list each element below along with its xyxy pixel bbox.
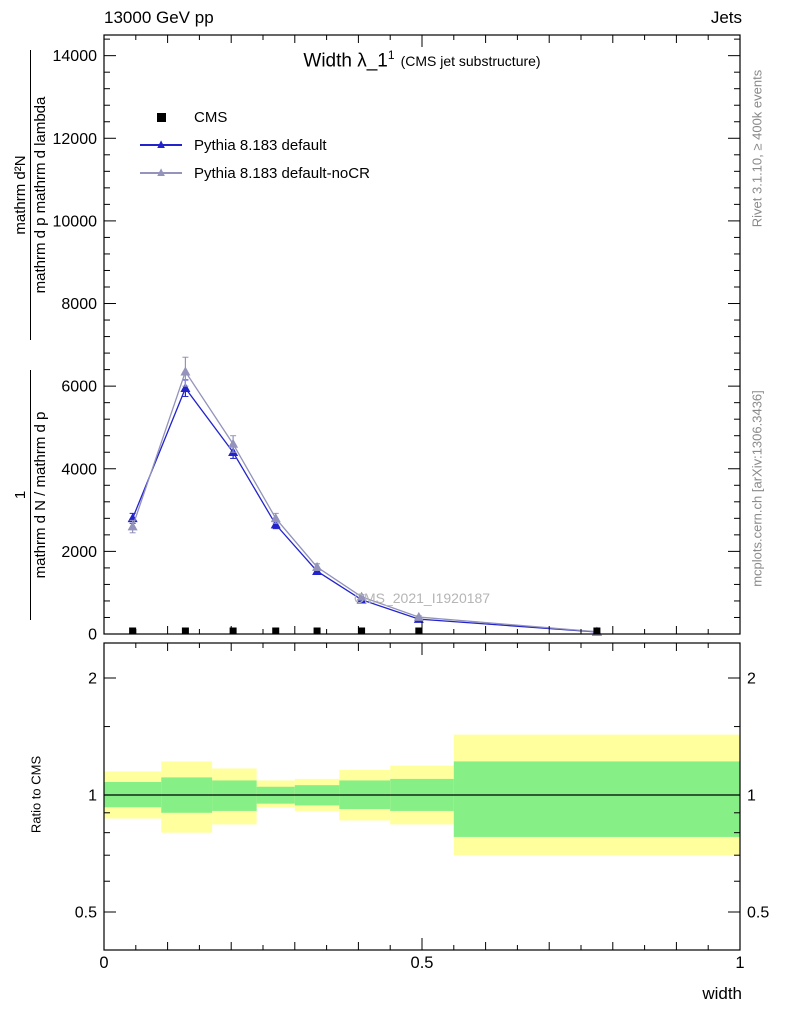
cms-data-marker: [129, 627, 137, 635]
cms-data-marker: [272, 627, 280, 635]
x-tick-label: 0: [99, 954, 108, 972]
legend-label-pythia-nocr: Pythia 8.183 default-noCR: [194, 164, 370, 182]
ratio-tick-label-left: 1: [88, 788, 97, 805]
mcplots-reference-note: mcplots.cern.ch [arXiv:1306.3436]: [749, 390, 765, 587]
legend-label-pythia-default: Pythia 8.183 default: [194, 136, 327, 154]
line-triangle-marker-icon: ▲: [140, 136, 182, 153]
legend-line-icon: [140, 172, 182, 174]
y-title-numerator: mathrm d²N: [11, 50, 31, 340]
legend-label-cms: CMS: [194, 108, 228, 126]
cms-data-marker: [181, 627, 189, 635]
y-title-prefactor-fraction: 1 mathrm d N / mathrm d p: [11, 370, 49, 620]
y-axis-title: 1 mathrm d N / mathrm d p mathrm d²N mat…: [9, 25, 51, 645]
ratio-tick-label-left: 0.5: [75, 905, 97, 922]
watermark: CMS_2021_I1920187: [353, 590, 491, 606]
plot-title-superscript: 1: [387, 48, 395, 62]
cms-data-marker: [415, 627, 423, 635]
y-tick-label: 10000: [53, 213, 98, 230]
plot-title: Width λ_11 (CMS jet substructure): [104, 48, 740, 72]
x-tick-label: 1: [735, 954, 744, 972]
series-marker-triangle: [228, 438, 239, 448]
y-tick-label: 14000: [53, 48, 98, 65]
plot-title-note: (CMS jet substructure): [400, 53, 541, 70]
series-marker-triangle: [356, 591, 367, 601]
x-tick-label: 0.5: [411, 954, 434, 972]
series-marker-triangle: [270, 519, 281, 529]
cms-data-marker: [313, 627, 321, 635]
y-tick-label: 0: [88, 627, 97, 644]
legend: CMS ▲ Pythia 8.183 default ▲ Pythia 8.18…: [140, 103, 370, 187]
y-title-prefactor-numerator: 1: [11, 370, 31, 620]
series-line-0: [132, 386, 597, 633]
y-tick-label: 8000: [61, 296, 97, 313]
y-tick-label: 6000: [61, 379, 97, 396]
ratio-tick-label-left: 2: [88, 671, 97, 688]
ratio-band-green: [453, 761, 740, 837]
legend-item-pythia-default: ▲ Pythia 8.183 default: [140, 131, 370, 159]
series-marker-triangle: [270, 513, 281, 523]
cms-square-icon: [156, 113, 166, 122]
line-triangle-marker-icon: ▲: [140, 164, 182, 181]
rivet-version-note: Rivet 3.1.10, ≥ 400k events: [749, 69, 765, 228]
ratio-axis-title: Ratio to CMS: [28, 755, 44, 834]
y-title-main-fraction: mathrm d²N mathrm d p mathrm d lambda: [11, 50, 49, 340]
triangle-marker-icon: ▲: [154, 136, 168, 151]
legend-item-pythia-nocr: ▲ Pythia 8.183 default-noCR: [140, 159, 370, 187]
cms-data-marker: [358, 627, 366, 635]
series-marker-triangle: [312, 561, 323, 571]
y-tick-label: 4000: [61, 461, 97, 478]
series-marker-triangle: [180, 383, 191, 393]
series-marker-triangle: [180, 366, 191, 376]
process-label: Jets: [710, 8, 742, 27]
square-marker-icon: [140, 109, 182, 125]
series-line-1: [132, 370, 597, 633]
triangle-marker-icon: ▲: [154, 164, 168, 179]
y-tick-label: 12000: [53, 131, 98, 148]
x-axis-title: width: [702, 984, 742, 1003]
ratio-tick-label-right: 2: [747, 671, 756, 688]
series-marker-triangle: [413, 611, 424, 621]
beam-energy-label: 13000 GeV pp: [104, 8, 214, 27]
y-tick-label: 2000: [61, 544, 97, 561]
ratio-tick-label-right: 0.5: [747, 905, 769, 922]
plot-title-main: Width λ_1: [303, 50, 388, 72]
y-title-prefactor-denominator: mathrm d N / mathrm d p: [31, 411, 49, 579]
y-title-denominator: mathrm d p mathrm d lambda: [31, 96, 49, 294]
ratio-band-green: [212, 780, 257, 811]
cms-data-marker: [229, 627, 237, 635]
legend-item-cms: CMS: [140, 103, 370, 131]
series-marker-triangle: [127, 521, 138, 531]
ratio-tick-label-right: 1: [747, 788, 756, 805]
legend-line-icon: [140, 144, 182, 146]
cms-data-marker: [593, 627, 601, 635]
